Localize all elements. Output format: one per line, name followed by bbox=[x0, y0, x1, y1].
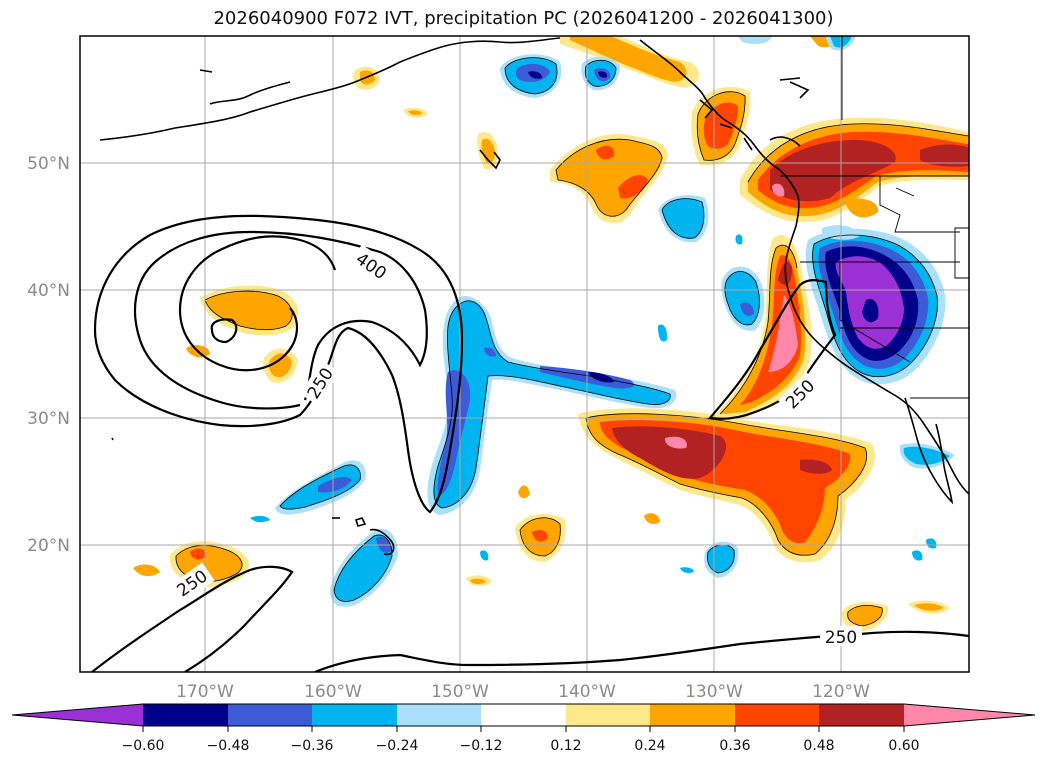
map-gridlines bbox=[80, 36, 969, 672]
lon-label-150w: 150°W bbox=[431, 682, 489, 702]
ivt-contour-400-outer bbox=[178, 235, 337, 372]
colorbar-labels: −0.60 −0.48 −0.36 −0.24 −0.12 0.12 0.24 … bbox=[122, 738, 920, 754]
colorbar-cell bbox=[143, 704, 228, 726]
colorbar-label: 0.12 bbox=[550, 738, 581, 754]
colorbar-extend-low bbox=[12, 704, 143, 726]
colorbar-cell bbox=[228, 704, 312, 726]
colorbar-label: 0.60 bbox=[888, 738, 919, 754]
colorbar-cell bbox=[312, 704, 397, 726]
ivt-contour-250-sw bbox=[91, 565, 294, 672]
colorbar-label: 0.24 bbox=[634, 738, 665, 754]
colorbar-label: −0.36 bbox=[291, 738, 334, 754]
lat-label-20n: 20°N bbox=[27, 536, 70, 556]
lon-label-170w: 170°W bbox=[176, 682, 234, 702]
colorbar-cell bbox=[397, 704, 481, 726]
map-frame bbox=[79, 35, 970, 673]
precip-shading-negative bbox=[250, 36, 955, 607]
colorbar-label: 0.36 bbox=[719, 738, 750, 754]
latitude-labels: 50°N 40°N 30°N 20°N bbox=[27, 154, 70, 556]
lon-label-130w: 130°W bbox=[685, 682, 743, 702]
lon-label-160w: 160°W bbox=[304, 682, 362, 702]
coastlines bbox=[99, 37, 969, 556]
ivt-labels: 400 250 250 250 250 bbox=[169, 244, 862, 648]
colorbar-label: −0.24 bbox=[376, 738, 419, 754]
colorbar: −0.60 −0.48 −0.36 −0.24 −0.12 0.12 0.24 … bbox=[11, 703, 1036, 754]
lat-label-40n: 40°N bbox=[27, 281, 70, 301]
colorbar-ticks bbox=[142, 726, 905, 732]
ivt-contour-250-coast bbox=[707, 279, 837, 420]
political-boundaries bbox=[780, 36, 969, 399]
map-title: 2026040900 F072 IVT, precipitation PC (2… bbox=[213, 8, 834, 29]
ivt-contour-400 bbox=[133, 230, 428, 410]
colorbar-cell bbox=[481, 704, 566, 726]
colorbar-label: −0.60 bbox=[122, 738, 165, 754]
colorbar-cell bbox=[650, 704, 735, 726]
lon-label-120w: 120°W bbox=[812, 682, 870, 702]
ivt-contour-low-center bbox=[210, 318, 238, 344]
colorbar-label: −0.12 bbox=[460, 738, 503, 754]
colorbar-extend-high bbox=[904, 704, 1035, 726]
ivt-contour-250-outer bbox=[93, 214, 464, 514]
lat-label-50n: 50°N bbox=[27, 154, 70, 174]
colorbar-cell bbox=[735, 704, 819, 726]
colorbar-cell bbox=[566, 704, 650, 726]
colorbar-label: 0.48 bbox=[803, 738, 834, 754]
ivt-label-250-south: 250 bbox=[825, 628, 857, 648]
colorbar-cell bbox=[819, 704, 904, 726]
lat-label-30n: 30°N bbox=[27, 409, 70, 429]
colorbar-label: −0.48 bbox=[207, 738, 250, 754]
colorbar-cells bbox=[12, 704, 1035, 726]
lon-label-140w: 140°W bbox=[558, 682, 616, 702]
longitude-labels: 170°W 160°W 150°W 140°W 130°W 120°W bbox=[176, 682, 870, 702]
map-plot-area: 400 250 250 250 250 bbox=[80, 36, 969, 672]
